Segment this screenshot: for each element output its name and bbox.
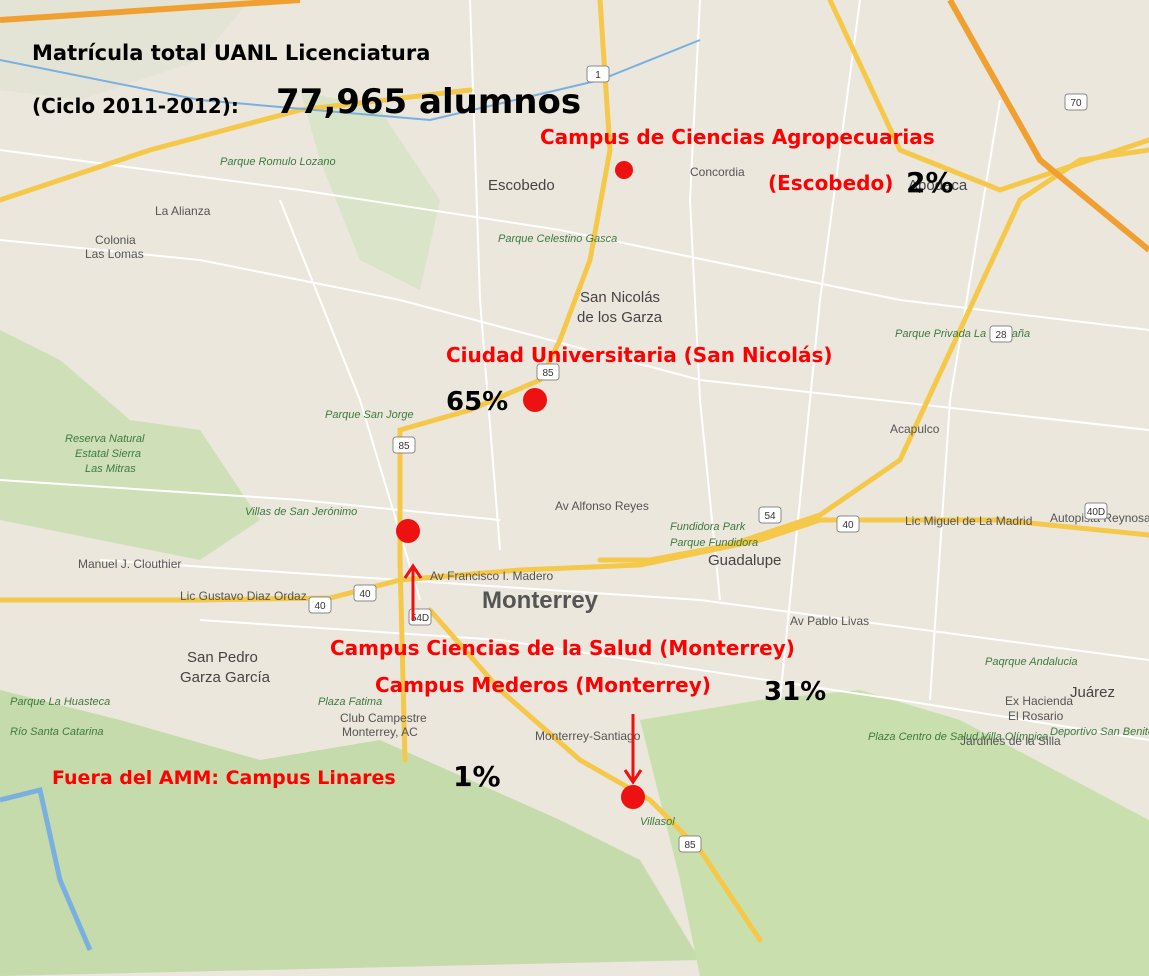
map-label: Jardines de la Silla	[960, 734, 1061, 748]
campus-marker	[621, 785, 645, 809]
map-label: Monterrey-Santiago	[535, 729, 641, 743]
freeways	[0, 0, 1149, 253]
terrain	[300, 90, 440, 290]
arrow	[623, 714, 643, 785]
shield-box	[392, 436, 416, 454]
map-label: Paqrque Andalucia	[985, 656, 1078, 668]
campus-share: 2%	[906, 166, 954, 199]
terrain	[0, 690, 700, 976]
map-label: Club Campestre	[340, 711, 427, 725]
shield-label: 40	[314, 601, 326, 612]
map-label: Garza García	[180, 669, 271, 686]
map-label: Colonia	[95, 233, 136, 247]
map-label: Parque San Jorge	[325, 409, 414, 421]
campus-label: Campus Ciencias de la Salud (Monterrey)	[330, 636, 795, 660]
map-label: Plaza Centro de Salud Villa Olímpica	[868, 731, 1048, 743]
map-label: de los Garza	[577, 309, 663, 326]
campus-label: Campus Mederos (Monterrey)	[375, 673, 711, 697]
map-label: Parque Fundidora	[670, 537, 758, 549]
map-label: Estatal Sierra	[75, 448, 141, 460]
map-label: Reserva Natural	[65, 433, 145, 445]
shield-label: 1	[595, 70, 601, 81]
map-label: Parque Romulo Lozano	[220, 156, 336, 168]
map-label: Concordia	[690, 165, 745, 179]
map-label: Río Santa Catarina	[10, 726, 104, 738]
map-label: San Pedro	[187, 649, 258, 666]
map-labels: Escobedo San Nicolás de los Garza Monterrey…	[10, 156, 1149, 828]
highway-shields: 1 70 85 85 54 40 40 40 40D 28 54D 85	[308, 65, 1108, 853]
campus-share: 31%	[764, 677, 826, 707]
terrain	[0, 0, 250, 100]
river	[0, 786, 93, 951]
map-label: Plaza Fatima	[318, 696, 382, 708]
campus-label: (Escobedo)	[768, 171, 893, 195]
map-label: Apodaca	[908, 177, 968, 194]
map-label: Acapulco	[890, 422, 940, 436]
map-label: Guadalupe	[708, 552, 781, 569]
campus-share: 65%	[446, 387, 508, 417]
map-label: Monterrey, AC	[342, 725, 418, 739]
shield-box	[308, 596, 332, 614]
shield-label: 70	[1070, 98, 1082, 109]
shield-label: 40D	[1087, 507, 1105, 518]
shield-box	[353, 584, 377, 602]
title-line: (Ciclo 2011-2012):	[32, 94, 239, 118]
shield-box	[678, 835, 702, 853]
map-label: Fundidora Park	[670, 521, 746, 533]
map-label: Parque La Huasteca	[10, 696, 110, 708]
map-label: La Alianza	[155, 204, 211, 218]
map-label: Parque Celestino Gasca	[498, 233, 617, 245]
shield-box	[989, 325, 1013, 343]
map-label: Manuel J. Clouthier	[78, 557, 181, 571]
map-label: Villas de San Jerónimo	[245, 506, 357, 518]
shield-label: 85	[684, 840, 696, 851]
campus-label: Ciudad Universitaria (San Nicolás)	[446, 343, 832, 367]
shield-box	[836, 515, 860, 533]
river	[0, 39, 701, 122]
map-label: Lic Miguel de La Madrid	[905, 514, 1032, 528]
shield-label: 40	[842, 520, 854, 531]
shield-label: 54	[764, 511, 776, 522]
map-label: Juárez	[1070, 684, 1115, 701]
campus-marker	[615, 161, 633, 179]
shield-label: 40	[359, 589, 371, 600]
arrow	[403, 563, 423, 620]
map-label: Ex Hacienda	[1005, 694, 1073, 708]
shield-box	[1084, 502, 1108, 520]
map-label: Monterrey	[482, 587, 599, 614]
shield-box	[758, 506, 782, 524]
shield-label: 85	[542, 368, 554, 379]
terrain	[640, 690, 1149, 976]
map-label: Av Alfonso Reyes	[555, 499, 649, 513]
shield-box	[586, 65, 610, 83]
map-label: El Rosario	[1008, 709, 1064, 723]
map-label: San Nicolás	[580, 289, 660, 306]
campus-label: Campus de Ciencias Agropecuarias	[540, 125, 935, 149]
map-label: Lic Gustavo Diaz Ordaz	[180, 589, 307, 603]
shield-label: 28	[995, 330, 1007, 341]
campus-share: 1%	[453, 760, 501, 793]
map-label: Deportivo San Benito	[1050, 726, 1149, 738]
map-label: Las Lomas	[85, 247, 144, 261]
map-label: Escobedo	[488, 177, 555, 194]
map-label: Av Francisco I. Madero	[430, 569, 553, 583]
terrain	[0, 330, 260, 560]
title-line: Matrícula total UANL Licenciatura	[32, 41, 430, 65]
shield-label: 54D	[411, 613, 429, 624]
campus-label: Fuera del AMM: Campus Linares	[52, 767, 396, 789]
campus-marker	[523, 388, 547, 412]
map-label: Villasol	[640, 816, 675, 828]
shield-box	[536, 363, 560, 381]
title-total: 77,965 alumnos	[276, 82, 581, 122]
campus-marker	[396, 519, 420, 543]
map-label: Av Pablo Livas	[790, 614, 869, 628]
map-label: Las Mitras	[85, 463, 136, 475]
shield-box	[1064, 93, 1088, 111]
shield-label: 85	[398, 441, 410, 452]
